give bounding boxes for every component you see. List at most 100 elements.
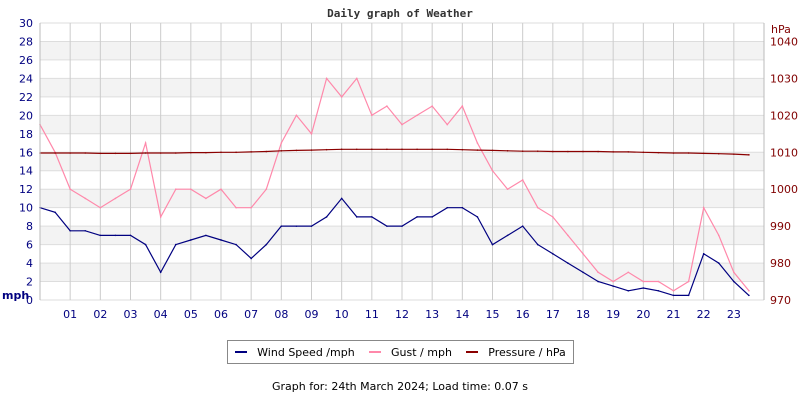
x-tick-label: 07	[244, 308, 258, 321]
data-point	[687, 280, 690, 283]
x-tick-label: 18	[576, 308, 590, 321]
legend-item-wind: Wind Speed /mph	[235, 346, 355, 359]
data-point	[597, 280, 599, 283]
data-point	[220, 151, 222, 154]
data-point	[416, 216, 418, 218]
data-point	[265, 150, 268, 153]
x-tick-label: 13	[425, 308, 439, 321]
data-point	[461, 206, 464, 209]
data-point	[69, 188, 71, 190]
data-point	[567, 234, 569, 237]
x-tick-label: 17	[546, 308, 560, 321]
data-point	[521, 150, 524, 152]
data-point	[748, 289, 750, 292]
x-tick-label: 22	[697, 308, 711, 321]
x-tick-label: 01	[63, 308, 77, 321]
data-point	[99, 206, 102, 209]
data-point	[250, 257, 252, 260]
x-tick-label: 23	[727, 308, 741, 321]
data-point	[220, 239, 222, 241]
data-point	[205, 197, 207, 200]
y-tick-left: 12	[19, 183, 33, 196]
y-tick-left: 4	[26, 257, 33, 270]
data-point	[310, 225, 313, 227]
data-point	[506, 188, 509, 190]
y-tick-right: 1030	[770, 72, 798, 85]
data-point	[325, 216, 328, 218]
y-tick-right: 1040	[770, 35, 798, 48]
legend-label: Pressure / hPa	[488, 345, 566, 359]
data-point	[144, 152, 147, 154]
data-point	[687, 152, 690, 154]
data-point	[536, 206, 539, 209]
data-point	[717, 262, 720, 264]
data-point	[54, 211, 56, 214]
data-point	[144, 142, 147, 144]
data-point	[506, 149, 509, 152]
data-point	[491, 243, 494, 246]
data-point	[325, 148, 328, 151]
data-point	[280, 149, 283, 152]
data-point	[627, 271, 630, 274]
data-point	[642, 280, 645, 283]
data-point	[371, 148, 373, 151]
x-tick-label: 15	[486, 308, 500, 321]
y-tick-left: 28	[19, 35, 33, 48]
data-point	[159, 216, 162, 218]
x-tick-label: 06	[214, 308, 228, 321]
x-tick-label: 16	[516, 308, 530, 321]
data-point	[446, 148, 449, 151]
data-point	[521, 225, 524, 227]
data-point	[446, 206, 449, 209]
data-point	[552, 150, 554, 153]
y-tick-left: 20	[19, 109, 33, 122]
data-point	[325, 77, 328, 80]
data-point	[250, 151, 252, 153]
data-point	[476, 149, 479, 151]
data-point	[265, 243, 268, 246]
y-tick-right: 1000	[770, 183, 798, 196]
data-point	[476, 216, 479, 218]
data-point	[672, 152, 675, 154]
data-point	[355, 216, 358, 218]
data-point	[99, 234, 102, 237]
legend-item-gust: Gust / mph	[369, 346, 452, 359]
x-tick-label: 03	[124, 308, 138, 321]
data-point	[702, 206, 705, 209]
data-point	[536, 243, 539, 246]
data-point	[84, 229, 87, 232]
data-point	[190, 239, 192, 241]
data-point	[567, 150, 569, 153]
data-point	[748, 154, 750, 156]
data-point	[159, 271, 162, 274]
data-point	[627, 289, 630, 292]
data-point	[280, 142, 283, 144]
series-line-1	[39, 77, 750, 292]
legend-swatch	[369, 351, 382, 353]
y-tick-left: 18	[19, 128, 33, 141]
y-tick-left: 22	[19, 91, 33, 104]
data-point	[597, 150, 599, 153]
data-point	[401, 148, 403, 151]
legend-label: Wind Speed /mph	[257, 345, 355, 359]
data-point	[416, 114, 418, 117]
data-point	[717, 234, 720, 237]
x-tick-label: 04	[154, 308, 168, 321]
data-point	[582, 150, 584, 153]
data-point	[205, 234, 207, 237]
data-point	[657, 151, 660, 154]
data-point	[295, 225, 298, 227]
y-tick-right: 1010	[770, 146, 798, 159]
data-point	[129, 152, 132, 155]
x-tick-label: 14	[455, 308, 469, 321]
data-point	[99, 152, 102, 155]
data-point	[129, 188, 132, 190]
data-point	[733, 271, 735, 274]
data-point	[748, 294, 750, 297]
data-point	[114, 234, 117, 237]
data-point	[280, 225, 283, 227]
data-point	[295, 149, 298, 152]
y-tick-left: 2	[26, 276, 33, 289]
data-point	[431, 148, 433, 151]
